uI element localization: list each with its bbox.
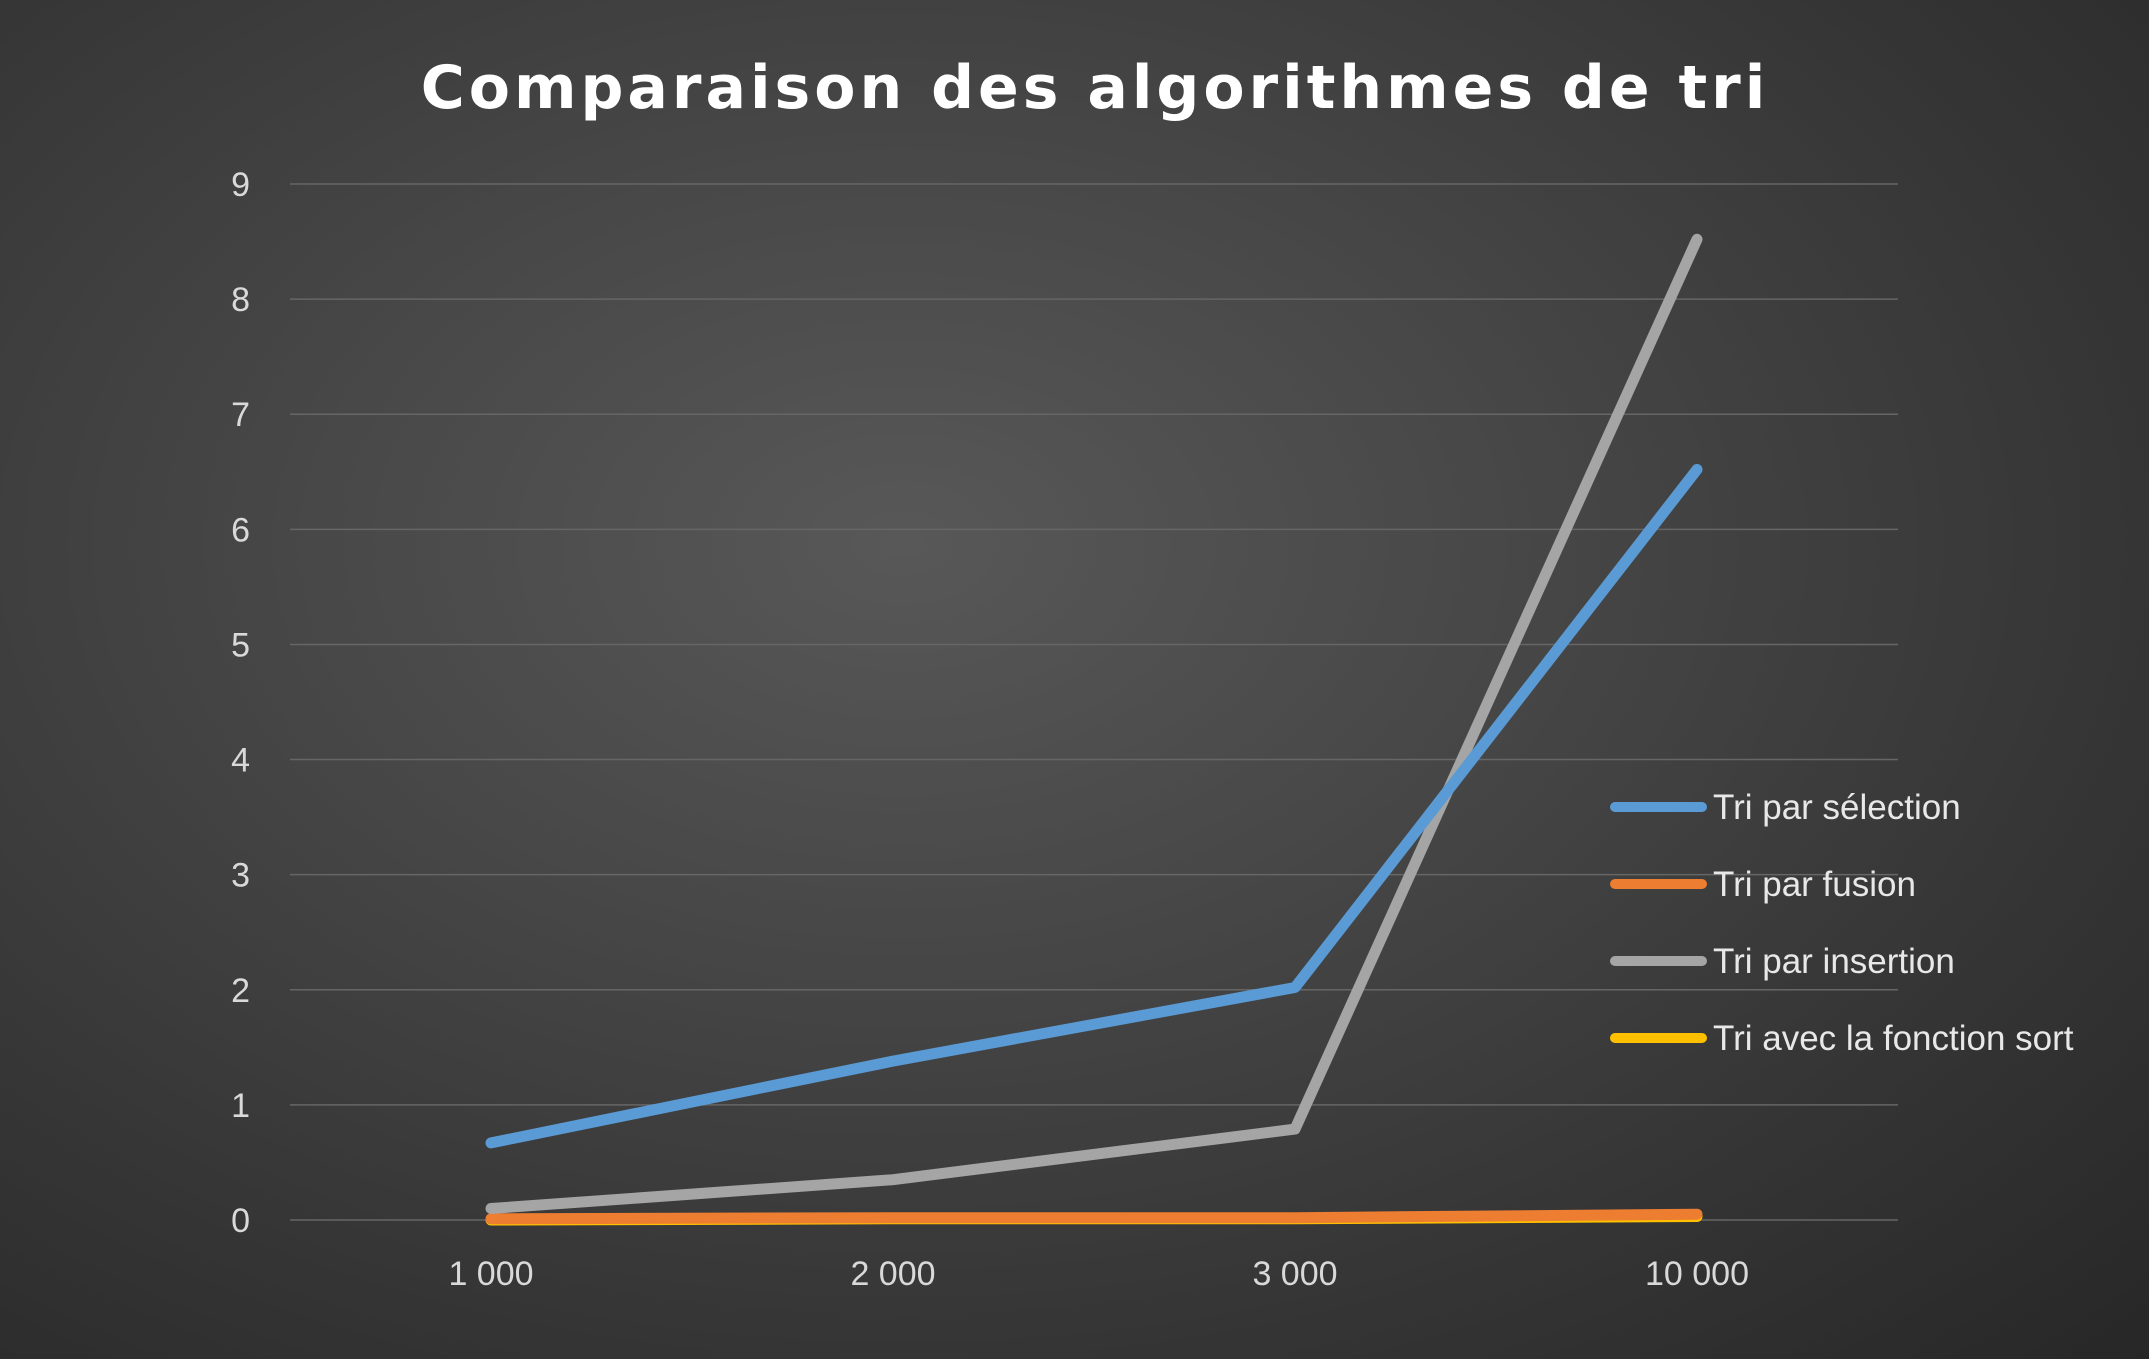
y-tick-label: 3 xyxy=(231,857,250,895)
y-tick-label: 4 xyxy=(231,742,250,780)
x-tick-label: 10 000 xyxy=(1645,1255,1749,1293)
series-line-2 xyxy=(485,233,1703,1214)
y-tick-label: 9 xyxy=(231,166,250,204)
series-line-0 xyxy=(485,464,1703,1149)
legend-label: Tri par fusion xyxy=(1713,865,1916,904)
x-tick-label: 3 000 xyxy=(1252,1255,1337,1293)
gridlines xyxy=(290,183,1898,1221)
y-tick-label: 8 xyxy=(231,281,250,319)
y-tick-label: 7 xyxy=(231,396,250,434)
x-tick-label: 1 000 xyxy=(448,1255,533,1293)
chart-title: Comparaison des algorithmes de tri xyxy=(421,53,1770,123)
legend-label: Tri avec la fonction sort xyxy=(1713,1019,2074,1058)
legend-label: Tri par insertion xyxy=(1713,942,1955,981)
y-axis-ticks: 0 1 2 3 4 5 6 7 8 9 xyxy=(231,166,250,1240)
x-axis-ticks: 1 000 2 000 3 000 10 000 xyxy=(448,1255,1749,1293)
y-tick-label: 1 xyxy=(231,1087,250,1125)
legend-label: Tri par sélection xyxy=(1713,788,1961,827)
y-tick-label: 5 xyxy=(231,626,250,664)
legend: Tri par sélection Tri par fusion Tri par i… xyxy=(1610,788,2074,1058)
series-line-1 xyxy=(485,1208,1703,1225)
x-tick-label: 2 000 xyxy=(850,1255,935,1293)
series-lines xyxy=(485,233,1703,1226)
y-tick-label: 2 xyxy=(231,972,250,1010)
y-tick-label: 6 xyxy=(231,511,250,549)
y-tick-label: 0 xyxy=(231,1202,250,1240)
